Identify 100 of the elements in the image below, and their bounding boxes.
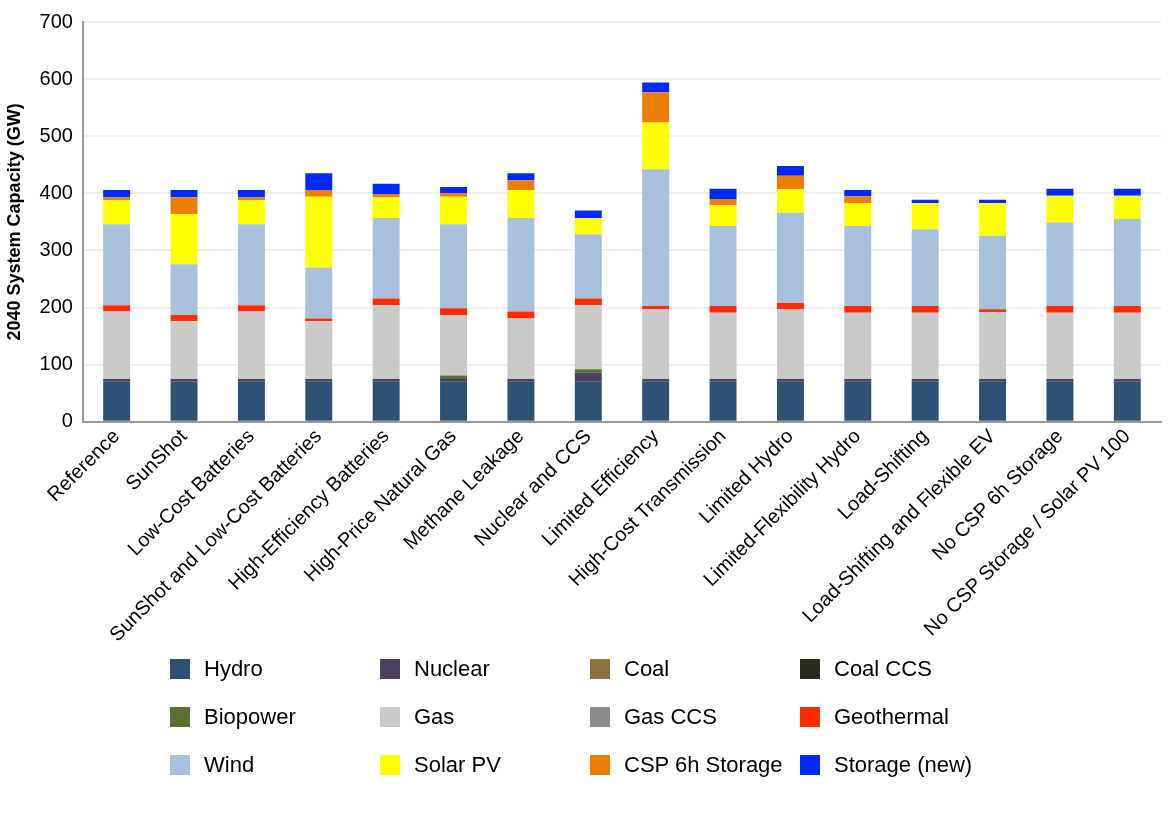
bar [440, 379, 468, 382]
bar [642, 379, 670, 382]
y-tick-label: 300 [39, 238, 73, 260]
bar [911, 305, 939, 313]
bar [642, 122, 670, 170]
bar [709, 205, 737, 226]
bar [305, 189, 333, 197]
bar [776, 175, 804, 190]
bar [305, 379, 333, 382]
legend-label: Coal [624, 656, 670, 682]
bar [979, 235, 1007, 310]
bar [440, 187, 468, 194]
bar [776, 189, 804, 213]
bar [574, 298, 602, 306]
bar [170, 321, 198, 380]
bar [844, 189, 872, 197]
bar [1046, 379, 1074, 382]
bar [844, 379, 872, 382]
bar [1113, 305, 1141, 313]
bar [305, 173, 333, 190]
bar [1113, 219, 1141, 306]
bar [574, 372, 602, 382]
bar [237, 197, 265, 201]
bar [440, 196, 468, 225]
bar [776, 379, 804, 382]
bar [1046, 222, 1074, 306]
bar [979, 381, 1007, 421]
legend-label: Wind [204, 752, 255, 778]
bar [574, 381, 602, 421]
bar [237, 305, 265, 312]
y-tick-label: 200 [39, 295, 73, 318]
bar [709, 225, 737, 306]
bar [237, 200, 265, 225]
bar [305, 267, 333, 319]
bar [507, 379, 535, 382]
bar [709, 188, 737, 200]
bar [103, 379, 131, 382]
bar [844, 203, 872, 226]
bar [170, 379, 198, 382]
bar [979, 379, 1007, 382]
bar [709, 379, 737, 382]
bar [776, 309, 804, 380]
y-tick-label: 700 [39, 9, 73, 32]
bar [574, 217, 602, 235]
bar [170, 189, 198, 198]
bar [709, 305, 737, 313]
bar [1113, 381, 1141, 421]
bar [440, 224, 468, 309]
bar [170, 264, 198, 316]
bar [1046, 305, 1074, 313]
bar [1046, 195, 1074, 223]
legend-label: Biopower [204, 704, 296, 730]
y-tick-label: 400 [39, 180, 73, 203]
y-tick-label: 100 [39, 352, 73, 375]
bar [574, 305, 602, 370]
y-tick-label: 0 [61, 409, 73, 432]
bar [776, 212, 804, 304]
bar [237, 224, 265, 306]
y-axis-title: 2040 System Capacity (GW) [3, 103, 24, 341]
bar [844, 225, 872, 306]
bar [1046, 312, 1074, 380]
bar [844, 312, 872, 380]
bar [372, 305, 400, 380]
bar [440, 308, 468, 316]
bar [103, 200, 131, 225]
bar [372, 217, 400, 299]
bar [776, 165, 804, 176]
bar [372, 381, 400, 421]
bar [507, 189, 535, 218]
bar [642, 309, 670, 380]
bar [911, 203, 939, 230]
bar [574, 234, 602, 299]
y-tick-label: 600 [39, 66, 73, 89]
bar [237, 311, 265, 380]
legend-label: Solar PV [414, 752, 501, 778]
bar [170, 315, 198, 322]
bar [709, 381, 737, 421]
bar [1113, 312, 1141, 380]
bar [170, 197, 198, 214]
bar [574, 369, 602, 373]
legend-label: CSP 6h Storage [624, 752, 783, 778]
bar [911, 229, 939, 306]
bar [642, 92, 670, 123]
bar [1046, 188, 1074, 196]
bar [237, 189, 265, 198]
legend-label: Hydro [204, 656, 263, 682]
legend-label: Gas CCS [624, 704, 717, 730]
bar [170, 381, 198, 421]
bar [440, 193, 468, 197]
bar [844, 305, 872, 313]
legend-label: Nuclear [414, 656, 490, 682]
bar [507, 217, 535, 312]
bar [979, 312, 1007, 380]
bar [1113, 188, 1141, 196]
bar [776, 381, 804, 421]
bar [305, 381, 333, 421]
bar [372, 379, 400, 382]
bar [979, 203, 1007, 236]
bar [1113, 195, 1141, 220]
bar [1046, 381, 1074, 421]
